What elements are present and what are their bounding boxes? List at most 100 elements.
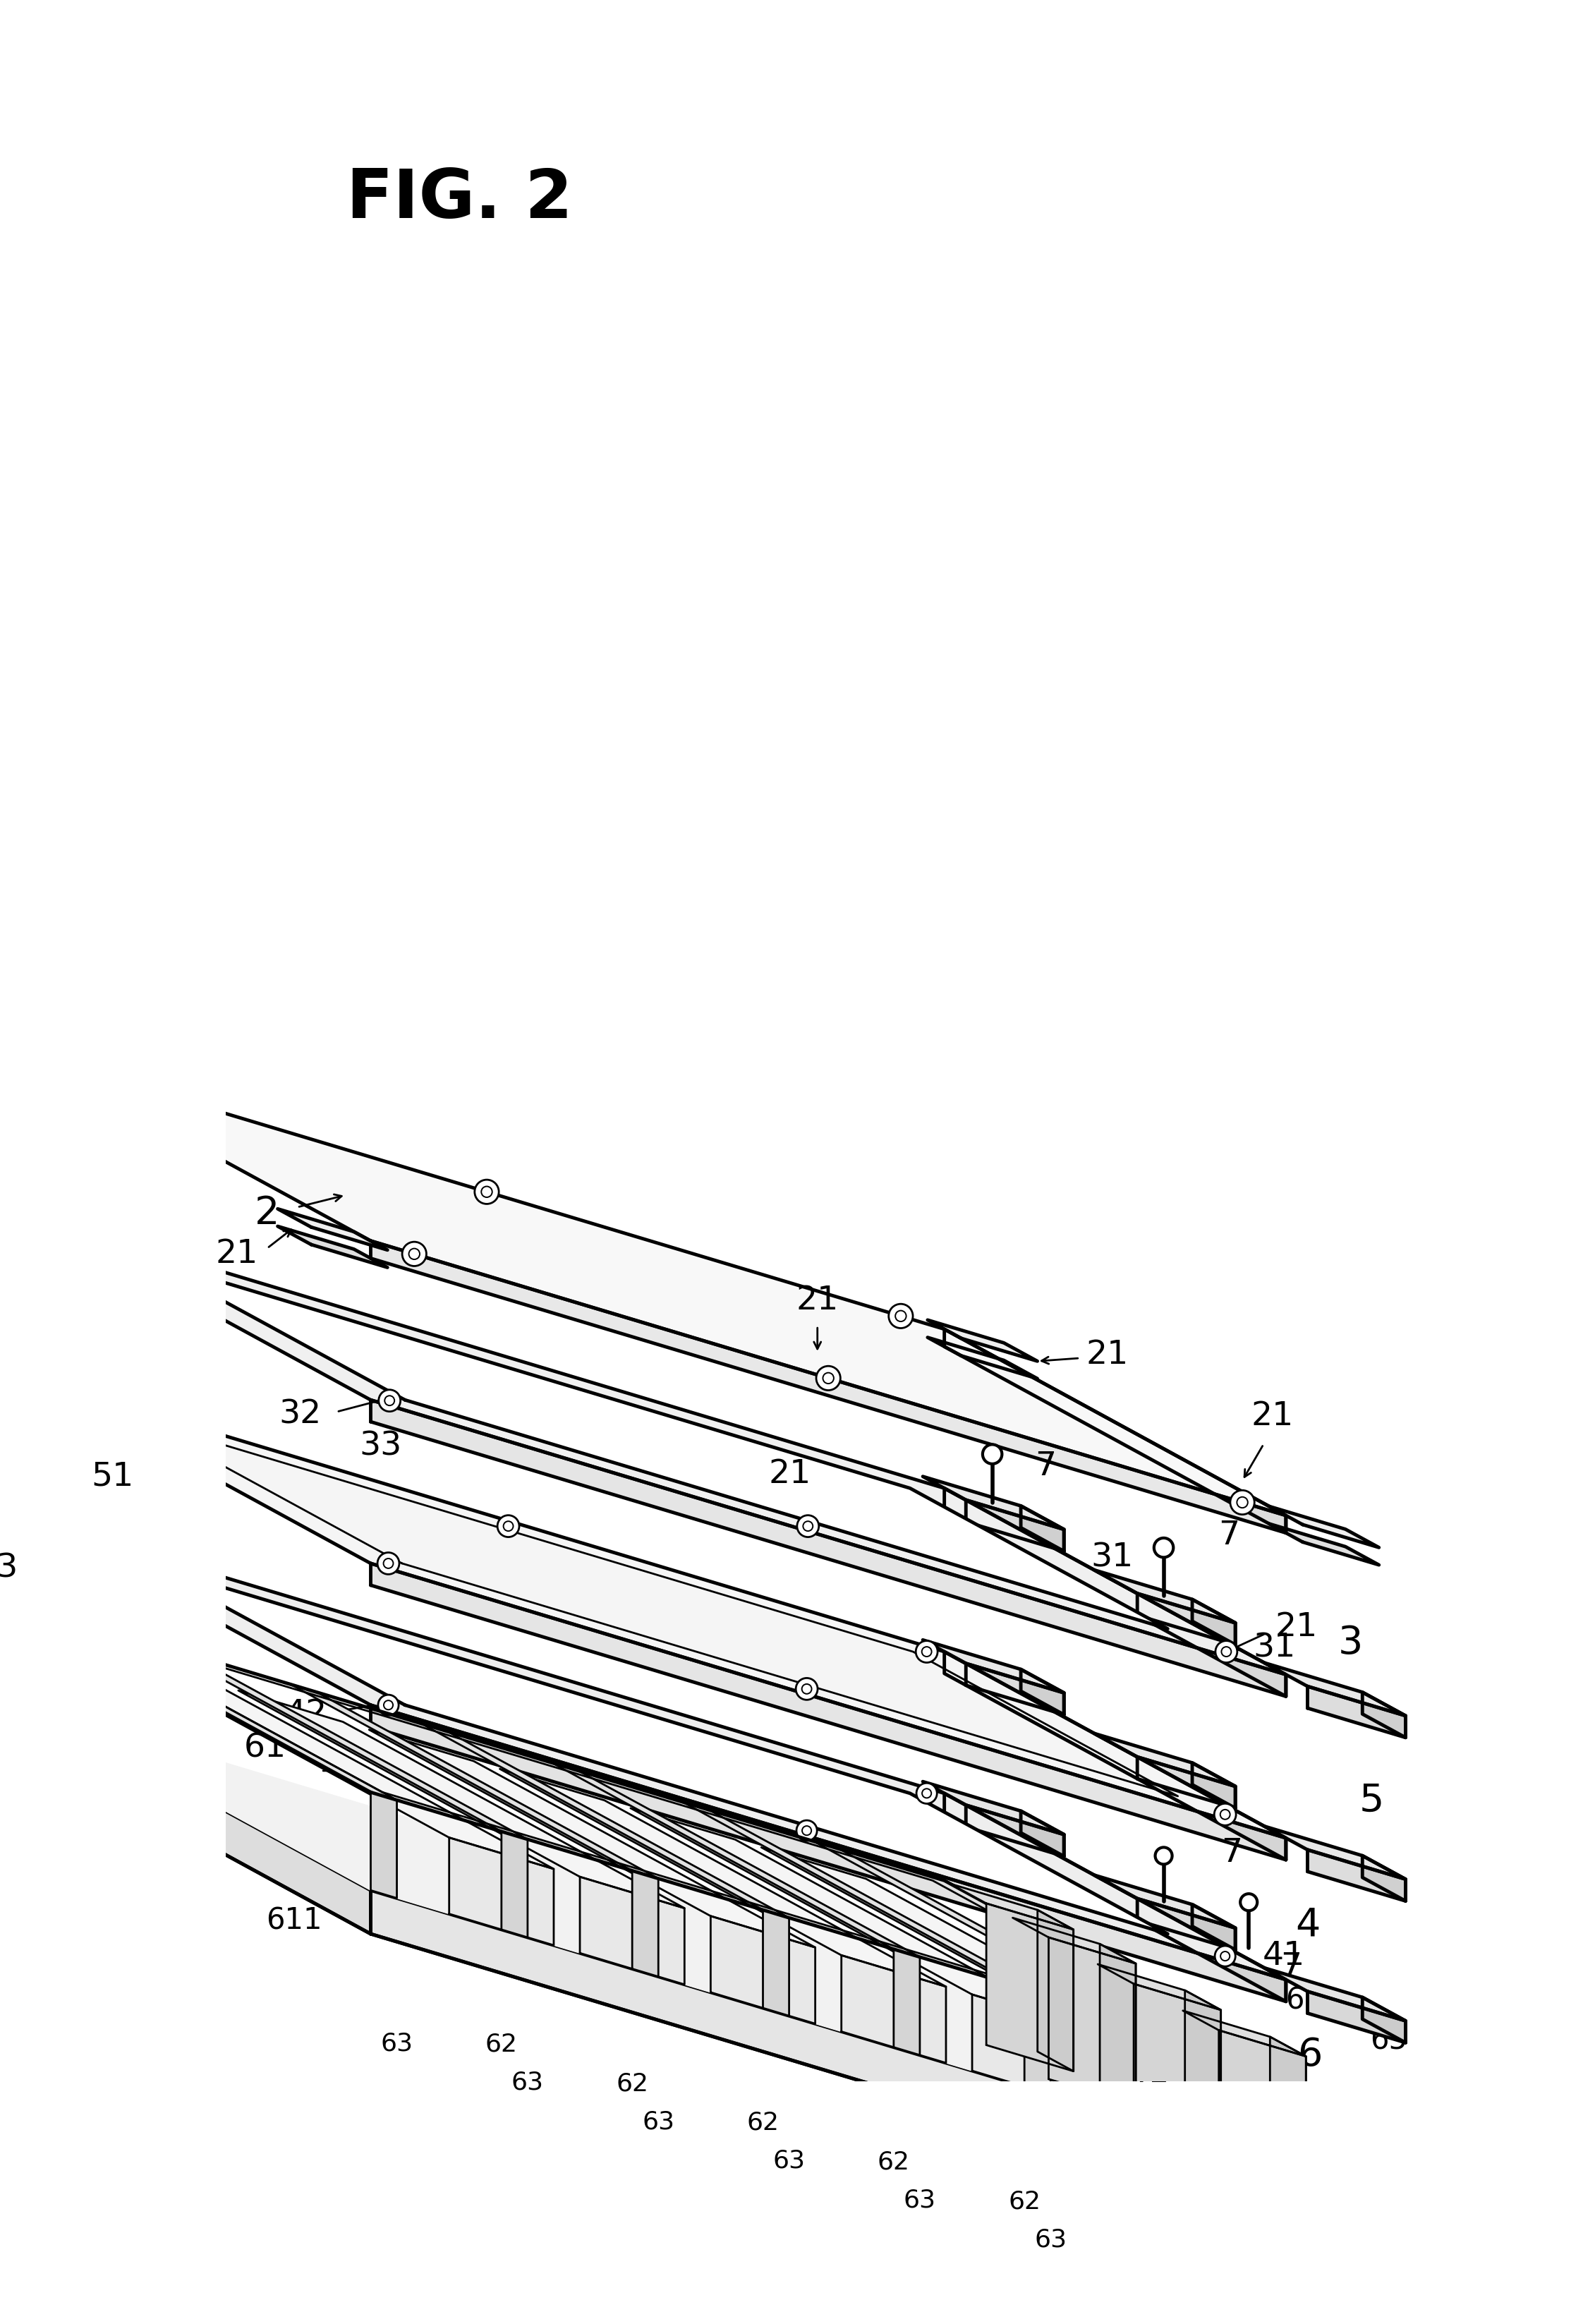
Text: 32: 32 <box>279 1399 322 1432</box>
Polygon shape <box>1219 2031 1306 2199</box>
Polygon shape <box>630 1808 1077 2027</box>
Circle shape <box>384 1397 394 1406</box>
Polygon shape <box>0 1039 46 1081</box>
Text: 21: 21 <box>1274 1611 1317 1643</box>
Polygon shape <box>1265 1662 1405 1715</box>
Text: 63: 63 <box>774 2150 805 2173</box>
Circle shape <box>798 1515 818 1536</box>
Circle shape <box>917 1783 936 1803</box>
Text: 41: 41 <box>1128 2057 1169 2089</box>
Text: 62: 62 <box>616 2071 649 2096</box>
Circle shape <box>916 1641 938 1662</box>
Polygon shape <box>842 1954 946 2064</box>
Polygon shape <box>1362 1855 1405 1901</box>
Circle shape <box>498 1515 520 1536</box>
Circle shape <box>1215 1945 1236 1966</box>
Text: 65: 65 <box>1286 1985 1322 2015</box>
Circle shape <box>475 1181 499 1204</box>
Circle shape <box>1230 1490 1254 1515</box>
Polygon shape <box>1021 1810 1064 1857</box>
Polygon shape <box>147 1564 1168 1934</box>
Polygon shape <box>1134 1985 1220 2152</box>
Text: 43: 43 <box>0 1552 18 1585</box>
Text: 611: 611 <box>266 1906 322 1936</box>
Polygon shape <box>986 1903 1073 2071</box>
Polygon shape <box>1137 1594 1236 1645</box>
Polygon shape <box>1037 1910 1073 2071</box>
Polygon shape <box>1094 1875 1236 1929</box>
Circle shape <box>61 1055 85 1081</box>
Polygon shape <box>29 1518 1286 1980</box>
Polygon shape <box>370 1889 1286 2208</box>
Polygon shape <box>1362 1692 1405 1738</box>
Polygon shape <box>1102 2034 1207 2140</box>
Polygon shape <box>1191 1764 1236 1808</box>
Polygon shape <box>1308 1992 1405 2043</box>
Polygon shape <box>924 1641 1064 1692</box>
Text: 6: 6 <box>1297 2036 1322 2073</box>
Polygon shape <box>928 1320 1037 1362</box>
Polygon shape <box>1265 1827 1405 1880</box>
Circle shape <box>895 1311 906 1322</box>
Circle shape <box>402 1241 426 1267</box>
Polygon shape <box>370 1399 1286 1697</box>
Text: 63: 63 <box>512 2071 544 2094</box>
Polygon shape <box>370 1792 397 1899</box>
Circle shape <box>1155 1848 1172 1864</box>
Polygon shape <box>1021 1669 1064 1715</box>
Polygon shape <box>160 1645 528 1838</box>
Polygon shape <box>290 1685 659 1878</box>
Polygon shape <box>107 1652 553 1868</box>
Text: 31: 31 <box>1091 1541 1134 1573</box>
Circle shape <box>802 1685 812 1694</box>
Circle shape <box>888 1304 912 1327</box>
Text: 62: 62 <box>485 2034 518 2057</box>
Polygon shape <box>761 1848 1207 2066</box>
Circle shape <box>482 1185 493 1197</box>
Polygon shape <box>1024 1989 1051 2094</box>
Polygon shape <box>1183 2010 1306 2057</box>
Text: 42: 42 <box>286 1699 327 1729</box>
Polygon shape <box>944 1487 1286 1697</box>
Text: 63: 63 <box>904 2189 936 2212</box>
Polygon shape <box>1048 1938 1136 2106</box>
Circle shape <box>408 1248 419 1260</box>
Polygon shape <box>951 1885 1073 1929</box>
Circle shape <box>802 1827 812 1836</box>
Circle shape <box>796 1820 817 1841</box>
Polygon shape <box>1021 1506 1064 1550</box>
Polygon shape <box>967 1664 1064 1715</box>
Polygon shape <box>29 1748 1286 2208</box>
Text: 21: 21 <box>1086 1339 1128 1371</box>
Polygon shape <box>928 1336 1037 1378</box>
Polygon shape <box>944 1978 1286 2208</box>
Circle shape <box>922 1789 931 1799</box>
Text: 62: 62 <box>746 2110 780 2136</box>
Text: 21: 21 <box>1252 1401 1294 1432</box>
Text: 4: 4 <box>1295 1906 1321 1945</box>
Polygon shape <box>944 1329 1286 1534</box>
Polygon shape <box>971 1994 1077 2103</box>
Polygon shape <box>552 1764 920 1957</box>
Polygon shape <box>1191 1599 1236 1645</box>
Polygon shape <box>29 1703 1286 2166</box>
Text: 63: 63 <box>1034 2226 1067 2252</box>
Polygon shape <box>1137 1757 1236 1808</box>
Polygon shape <box>632 1871 659 1978</box>
Circle shape <box>383 1559 394 1569</box>
Text: 21: 21 <box>215 1239 258 1271</box>
Text: 65: 65 <box>1370 2027 1408 2057</box>
Circle shape <box>983 1446 1002 1464</box>
Text: 63: 63 <box>643 2110 675 2133</box>
Polygon shape <box>370 1564 1286 1859</box>
Polygon shape <box>1270 1525 1380 1564</box>
Circle shape <box>1241 1894 1257 1910</box>
Circle shape <box>190 1459 212 1480</box>
Polygon shape <box>1265 1968 1405 2022</box>
Polygon shape <box>683 1801 1051 1996</box>
Polygon shape <box>924 1783 1064 1834</box>
Text: 7: 7 <box>1035 1450 1056 1483</box>
Text: FIG. 2: FIG. 2 <box>346 167 573 232</box>
Polygon shape <box>711 1915 815 2024</box>
Circle shape <box>922 1648 931 1657</box>
